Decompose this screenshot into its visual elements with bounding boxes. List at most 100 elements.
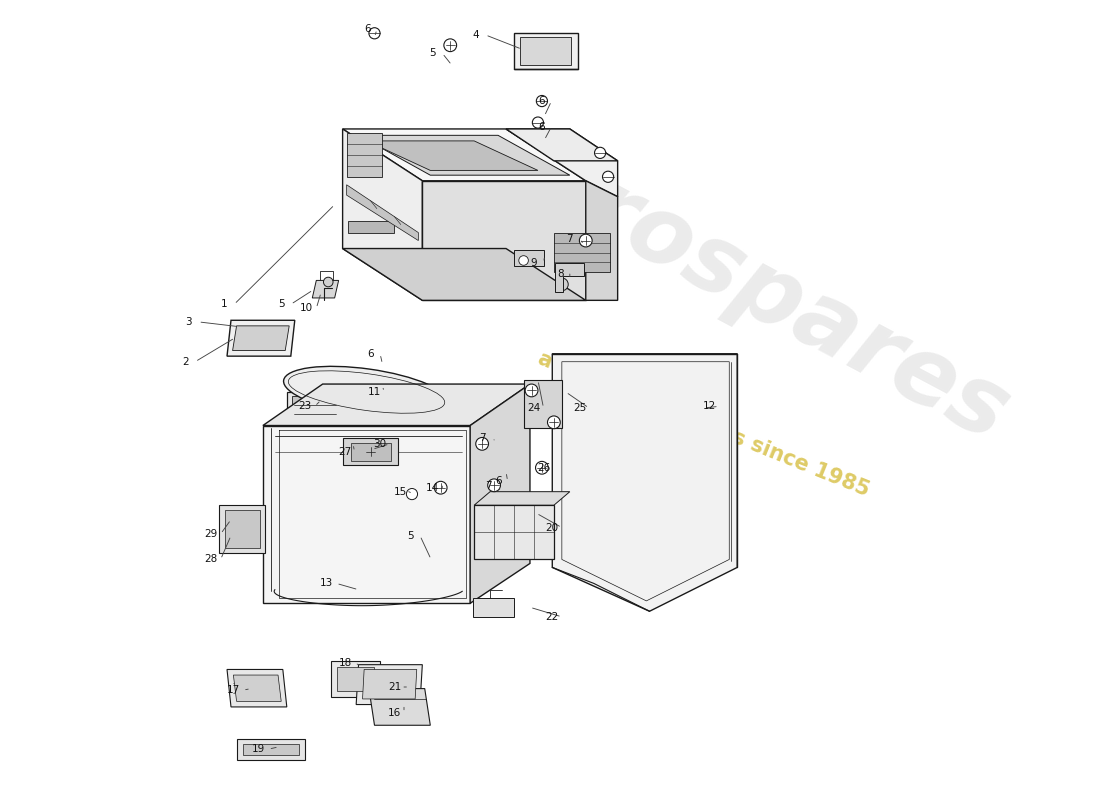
Circle shape [594, 147, 606, 158]
Text: 29: 29 [205, 529, 218, 539]
Polygon shape [351, 443, 392, 461]
Circle shape [536, 462, 548, 474]
Polygon shape [586, 181, 618, 300]
Polygon shape [331, 662, 381, 697]
Text: 5: 5 [429, 48, 436, 58]
Text: 27: 27 [339, 447, 352, 457]
Polygon shape [342, 438, 398, 466]
Text: 22: 22 [546, 612, 559, 622]
Polygon shape [232, 326, 289, 350]
Text: 26: 26 [538, 462, 551, 473]
Polygon shape [473, 598, 514, 617]
Text: 23: 23 [298, 402, 311, 411]
Polygon shape [243, 744, 299, 754]
Circle shape [406, 489, 418, 500]
Polygon shape [236, 739, 305, 760]
Circle shape [525, 384, 538, 397]
Text: 19: 19 [252, 744, 265, 754]
Text: 9: 9 [530, 258, 537, 268]
Polygon shape [227, 320, 295, 356]
Polygon shape [233, 675, 282, 702]
Polygon shape [293, 396, 338, 422]
Text: 7: 7 [478, 434, 485, 443]
Text: 24: 24 [527, 403, 540, 413]
Polygon shape [514, 34, 578, 69]
Ellipse shape [284, 366, 450, 418]
Text: 7: 7 [566, 234, 573, 244]
Circle shape [580, 234, 592, 247]
Polygon shape [514, 250, 544, 266]
Polygon shape [470, 384, 530, 603]
Polygon shape [226, 510, 260, 548]
Polygon shape [422, 181, 586, 300]
Polygon shape [349, 221, 395, 233]
Text: 21: 21 [388, 682, 401, 692]
Text: 6: 6 [495, 476, 502, 486]
Polygon shape [342, 129, 422, 300]
Circle shape [368, 28, 381, 39]
Circle shape [475, 438, 488, 450]
Text: 17: 17 [227, 685, 240, 695]
Polygon shape [263, 426, 470, 603]
Polygon shape [356, 665, 422, 705]
Text: 11: 11 [367, 387, 381, 397]
Text: 28: 28 [205, 554, 218, 565]
Text: 18: 18 [339, 658, 352, 668]
Text: 16: 16 [388, 707, 401, 718]
Polygon shape [506, 129, 618, 161]
Text: eurospares: eurospares [453, 99, 1024, 462]
Polygon shape [556, 263, 584, 292]
Circle shape [364, 446, 377, 458]
Polygon shape [342, 249, 586, 300]
Text: 6: 6 [539, 122, 546, 131]
Polygon shape [552, 354, 737, 611]
Text: 3: 3 [186, 317, 192, 327]
Polygon shape [342, 129, 586, 181]
Polygon shape [366, 141, 538, 170]
Text: 5: 5 [407, 530, 414, 541]
Text: 5: 5 [278, 299, 285, 310]
Circle shape [537, 95, 548, 106]
Circle shape [519, 256, 528, 266]
Polygon shape [287, 392, 342, 428]
Text: 12: 12 [703, 402, 716, 411]
Text: 7: 7 [485, 481, 492, 491]
Polygon shape [474, 492, 570, 506]
Polygon shape [346, 185, 418, 241]
Text: a passion for parts since 1985: a passion for parts since 1985 [535, 348, 872, 500]
Polygon shape [219, 506, 265, 553]
Text: 15: 15 [394, 487, 407, 498]
Polygon shape [346, 133, 383, 177]
Text: 6: 6 [364, 24, 371, 34]
Circle shape [434, 482, 447, 494]
Polygon shape [474, 506, 554, 559]
Text: 30: 30 [374, 439, 386, 449]
Polygon shape [554, 233, 609, 273]
Circle shape [323, 278, 333, 286]
Circle shape [556, 278, 569, 290]
Text: 8: 8 [557, 269, 563, 279]
Text: 6: 6 [367, 349, 374, 358]
Polygon shape [520, 38, 571, 65]
Polygon shape [368, 689, 430, 726]
Text: 6: 6 [539, 96, 546, 106]
Polygon shape [263, 384, 530, 426]
Circle shape [444, 39, 456, 52]
Text: 2: 2 [183, 357, 189, 366]
Circle shape [603, 171, 614, 182]
Polygon shape [337, 667, 374, 691]
Polygon shape [312, 281, 339, 298]
Polygon shape [506, 129, 618, 197]
Polygon shape [227, 670, 287, 707]
Text: 20: 20 [546, 522, 559, 533]
Text: 25: 25 [573, 403, 586, 413]
Polygon shape [359, 135, 570, 175]
Polygon shape [524, 380, 562, 428]
Text: 14: 14 [426, 482, 439, 493]
Polygon shape [363, 670, 417, 699]
Text: 4: 4 [472, 30, 480, 40]
Circle shape [548, 416, 560, 429]
Text: 10: 10 [300, 303, 313, 314]
Circle shape [487, 479, 500, 492]
Text: 1: 1 [221, 299, 228, 310]
